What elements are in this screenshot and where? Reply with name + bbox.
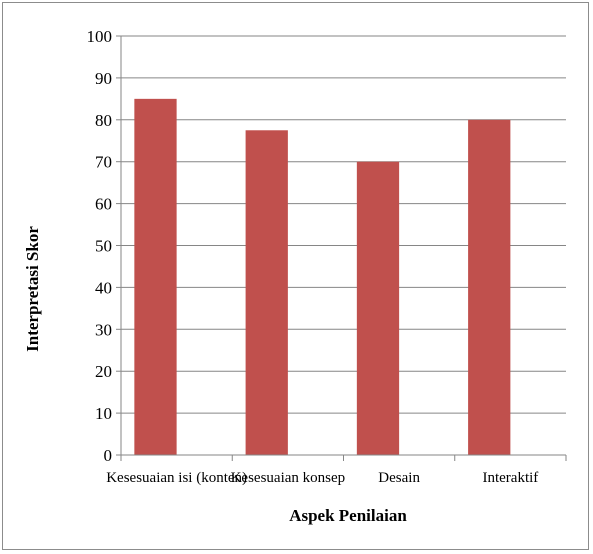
y-tick-label: 10 — [95, 404, 112, 423]
y-tick-label: 100 — [87, 27, 113, 46]
x-axis-title: Aspek Penilaian — [289, 506, 407, 525]
y-axis-title: Interpretasi Skor — [23, 226, 42, 352]
x-tick-label: Kesesuaian isi (konten) — [106, 470, 247, 486]
y-tick-label: 0 — [104, 446, 113, 465]
y-tick-label: 60 — [95, 195, 112, 214]
axes — [116, 35, 567, 461]
x-tick-label: Interaktif — [482, 470, 538, 486]
y-tick-label: 90 — [95, 69, 112, 88]
y-tick-label: 30 — [95, 320, 112, 339]
y-tick-label: 70 — [95, 153, 112, 172]
y-tick-label: 80 — [95, 111, 112, 130]
bar — [468, 119, 511, 456]
bar — [245, 130, 288, 455]
bar — [134, 98, 177, 455]
y-tick-labels: 0 10 20 30 40 50 60 70 80 90 100 — [87, 27, 113, 465]
bars — [134, 98, 511, 456]
y-tick-label: 40 — [95, 278, 112, 297]
bar — [356, 161, 400, 455]
y-tick-label: 20 — [95, 362, 112, 381]
x-tick-label: Kesesuaian konsep — [231, 470, 346, 486]
y-tick-label: 50 — [95, 237, 112, 256]
x-tick-label: Desain — [378, 470, 420, 486]
x-tick-labels: Kesesuaian isi (konten)Kesesuaian konsep… — [106, 470, 538, 486]
